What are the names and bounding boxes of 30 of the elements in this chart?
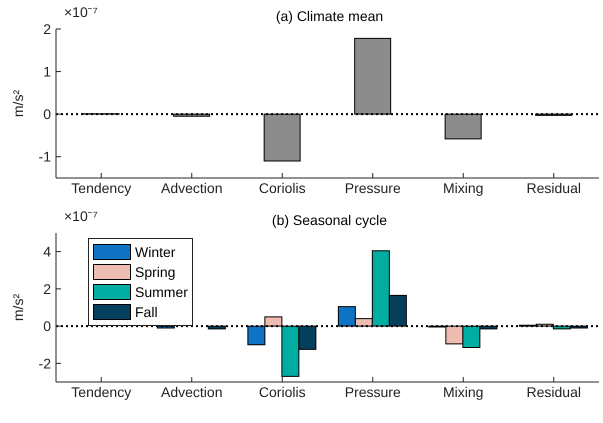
legend-label: Summer bbox=[135, 284, 188, 300]
x-tick-label: Tendency bbox=[71, 384, 132, 400]
x-tick-label: Advection bbox=[161, 384, 222, 400]
y-tick-label: -2 bbox=[38, 355, 52, 372]
text: ×10⁻⁷ bbox=[64, 207, 98, 225]
y-axis-title: m/s² bbox=[10, 294, 26, 322]
chart-title: (a) Climate mean bbox=[276, 8, 384, 24]
y-tick-label: 2 bbox=[43, 20, 52, 37]
x-tick-label: Pressure bbox=[344, 384, 401, 400]
y-tick-label: -1 bbox=[38, 148, 52, 165]
y-tick-label: 2 bbox=[43, 280, 52, 297]
legend-label: Winter bbox=[135, 244, 176, 260]
x-tick-label: Residual bbox=[526, 180, 581, 196]
legend-label: Fall bbox=[135, 304, 158, 320]
x-tick-label: Mixing bbox=[443, 384, 484, 400]
y-tick-label: 0 bbox=[43, 106, 52, 122]
x-tick-label: Mixing bbox=[443, 180, 484, 196]
text: ×10⁻⁷ bbox=[64, 3, 98, 21]
x-tick-label: Coriolis bbox=[258, 180, 306, 196]
y-tick-label: 4 bbox=[43, 244, 52, 260]
x-tick-label: Pressure bbox=[344, 180, 401, 196]
x-tick-label: Tendency bbox=[71, 180, 132, 196]
x-tick-label: Coriolis bbox=[258, 384, 306, 400]
y-tick-label: 1 bbox=[43, 64, 52, 80]
x-tick-label: Advection bbox=[161, 180, 222, 196]
legend-label: Spring bbox=[135, 264, 176, 280]
y-axis-title: m/s² bbox=[10, 90, 26, 118]
y-tick-label: 0 bbox=[43, 318, 52, 334]
chart-title: (b) Seasonal cycle bbox=[272, 212, 388, 228]
x-tick-label: Residual bbox=[526, 384, 581, 400]
